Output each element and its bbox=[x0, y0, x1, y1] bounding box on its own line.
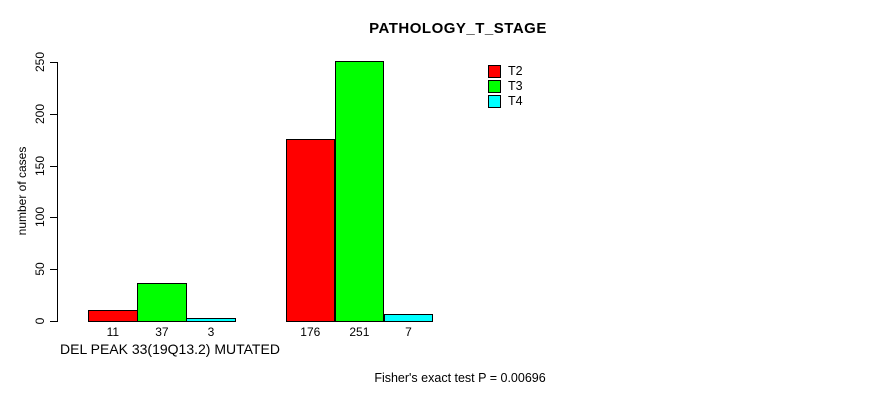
bar-value-label: 251 bbox=[349, 325, 370, 339]
bar-value-label: 7 bbox=[405, 325, 412, 339]
bar-value-label: 37 bbox=[155, 325, 169, 339]
legend-row-t4: T4 bbox=[488, 94, 523, 108]
chart-title: PATHOLOGY_T_STAGE bbox=[369, 20, 547, 37]
bar-t2-group-1 bbox=[88, 309, 138, 322]
legend-row-t2: T2 bbox=[488, 64, 523, 78]
y-tick-label: 250 bbox=[33, 51, 47, 73]
y-tick-mark bbox=[50, 113, 57, 115]
bar-t3-group-2 bbox=[334, 60, 385, 322]
y-axis-label: number of cases bbox=[15, 146, 29, 236]
y-tick-mark bbox=[50, 217, 57, 219]
y-tick-label: 150 bbox=[33, 155, 47, 176]
bar-t2-group-2 bbox=[285, 138, 336, 322]
y-tick-label: 50 bbox=[33, 262, 47, 276]
y-tick-label: 200 bbox=[33, 103, 47, 124]
y-axis bbox=[57, 62, 58, 322]
y-tick-label: 0 bbox=[33, 317, 47, 325]
bar-value-label: 176 bbox=[300, 325, 321, 339]
bar-value-label: 3 bbox=[207, 325, 215, 339]
fisher-test-note: Fisher's exact test P = 0.00696 bbox=[374, 371, 546, 385]
y-tick-mark bbox=[50, 269, 57, 271]
y-tick-mark bbox=[50, 62, 57, 63]
bar-t3-group-1 bbox=[137, 282, 187, 322]
bar-t4-group-1 bbox=[186, 317, 236, 322]
legend-swatch-icon bbox=[488, 79, 501, 93]
bar-value-label: 11 bbox=[106, 325, 120, 339]
legend-label: T2 bbox=[508, 64, 523, 78]
legend-label: T4 bbox=[508, 94, 523, 108]
bar-t4-group-2 bbox=[383, 313, 434, 322]
y-tick-mark bbox=[50, 321, 57, 322]
legend-row-t3: T3 bbox=[488, 79, 523, 93]
y-tick-label: 100 bbox=[33, 207, 47, 228]
x-axis-group-label: DEL PEAK 33(19Q13.2) MUTATED bbox=[60, 341, 280, 357]
y-tick-mark bbox=[50, 165, 57, 167]
legend: T2 T3 T4 bbox=[488, 64, 523, 108]
legend-label: T3 bbox=[508, 79, 523, 93]
legend-swatch-icon bbox=[488, 64, 501, 78]
legend-swatch-icon bbox=[488, 94, 501, 108]
